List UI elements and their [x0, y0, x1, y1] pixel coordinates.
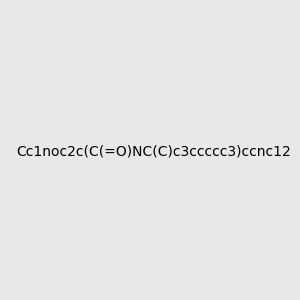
Text: Cc1noc2c(C(=O)NC(C)c3ccccc3)ccnc12: Cc1noc2c(C(=O)NC(C)c3ccccc3)ccnc12: [16, 145, 291, 158]
